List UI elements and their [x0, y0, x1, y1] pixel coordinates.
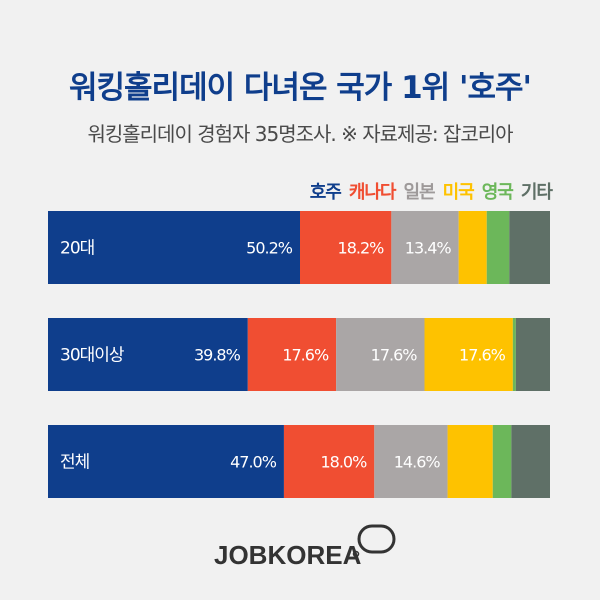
legend-item-uk: 영국: [481, 182, 514, 203]
value-label-total-japan: 14.6%: [394, 453, 441, 472]
page-subtitle: 워킹홀리데이 경험자 35명조사. ※ 자료제공: 잡코리아: [87, 122, 513, 146]
value-label-20s-japan: 13.4%: [405, 239, 452, 258]
bar-segment-total-japan: [374, 425, 448, 498]
page-title: 워킹홀리데이 다녀온 국가 1위 '호주': [69, 70, 532, 106]
value-label-30s-plus-japan: 17.6%: [371, 346, 418, 365]
bar-segment-20s-australia: [48, 211, 300, 284]
legend-item-canada: 캐나다: [348, 182, 397, 203]
legend-item-japan: 일본: [403, 182, 436, 203]
category-label-20s: 20대: [60, 239, 94, 259]
bar-segment-total-other: [511, 425, 550, 498]
brand-logo-icon: [352, 524, 396, 558]
bar-segment-total-canada: [283, 425, 375, 498]
bar-segment-20s-other: [509, 211, 550, 284]
value-label-30s-plus-australia: 39.8%: [194, 346, 241, 365]
legend-item-usa: 미국: [442, 182, 475, 203]
bar-segment-total-usa: [447, 425, 493, 498]
bar-segment-30s-plus-other: [515, 318, 550, 391]
bar-segment-30s-plus-canada: [247, 318, 337, 391]
bar-segment-20s-usa: [458, 211, 487, 284]
bar-segment-20s-uk: [486, 211, 510, 284]
value-label-total-australia: 47.0%: [230, 453, 277, 472]
legend-item-australia: 호주: [309, 182, 342, 203]
bar-segment-20s-canada: [300, 211, 392, 284]
bar-segment-30s-plus-usa: [424, 318, 513, 391]
value-label-30s-plus-canada: 17.6%: [282, 346, 329, 365]
brand-logo-text: JOBKOREA: [214, 540, 362, 570]
bar-segment-20s-japan: [391, 211, 459, 284]
bar-segment-30s-plus-australia: [48, 318, 248, 391]
value-label-20s-australia: 50.2%: [246, 239, 293, 258]
chart-legend: 호주 캐나다 일본 미국 영국 기타: [309, 178, 553, 204]
bar-segment-total-australia: [48, 425, 284, 498]
category-label-total: 전체: [60, 453, 89, 473]
category-label-30s-plus: 30대이상: [60, 346, 125, 366]
legend-item-other: 기타: [520, 182, 553, 203]
bar-segment-30s-plus-uk: [512, 318, 516, 391]
value-label-30s-plus-usa: 17.6%: [459, 346, 506, 365]
value-label-20s-canada: 18.2%: [338, 239, 385, 258]
bar-segment-total-uk: [492, 425, 512, 498]
value-label-total-canada: 18.0%: [320, 453, 367, 472]
bar-segment-30s-plus-japan: [336, 318, 425, 391]
